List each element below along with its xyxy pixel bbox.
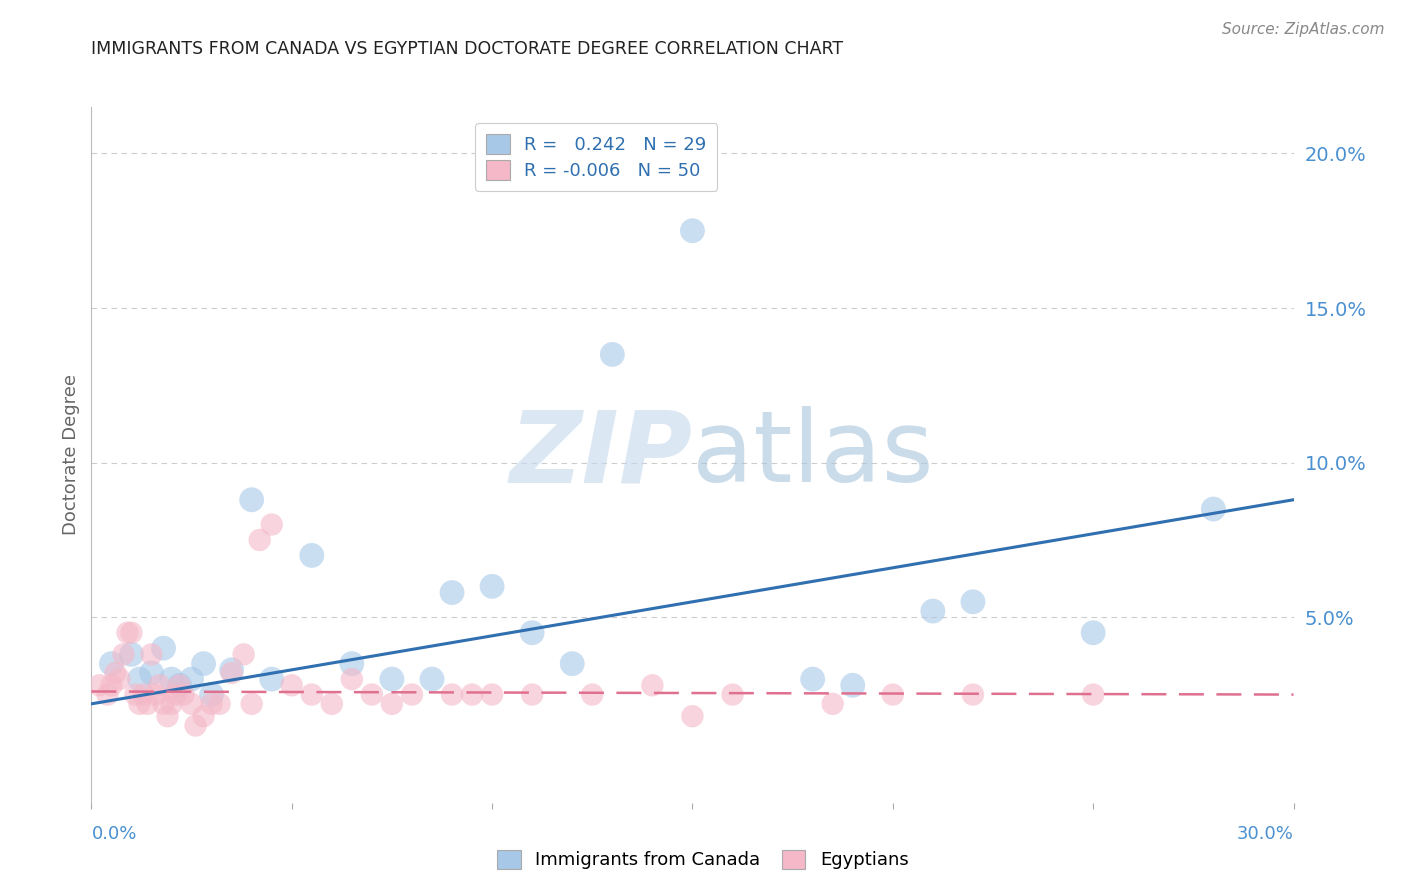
Text: ZIP: ZIP	[509, 407, 692, 503]
Point	[260, 517, 283, 532]
Point	[240, 492, 263, 507]
Point	[962, 688, 984, 702]
Point	[128, 697, 150, 711]
Point	[841, 678, 863, 692]
Point	[922, 604, 945, 618]
Legend: Immigrants from Canada, Egyptians: Immigrants from Canada, Egyptians	[488, 840, 918, 879]
Point	[360, 688, 382, 702]
Point	[260, 672, 283, 686]
Point	[165, 688, 187, 702]
Point	[180, 697, 202, 711]
Point	[112, 648, 135, 662]
Point	[193, 657, 215, 671]
Point	[208, 697, 231, 711]
Point	[381, 672, 404, 686]
Point	[581, 688, 603, 702]
Point	[169, 678, 191, 692]
Point	[381, 697, 404, 711]
Point	[201, 697, 224, 711]
Point	[420, 672, 443, 686]
Point	[882, 688, 904, 702]
Text: 0.0%: 0.0%	[91, 825, 136, 843]
Text: atlas: atlas	[692, 407, 934, 503]
Point	[1083, 688, 1105, 702]
Point	[141, 648, 163, 662]
Point	[321, 697, 343, 711]
Point	[173, 688, 195, 702]
Y-axis label: Doctorate Degree: Doctorate Degree	[62, 375, 80, 535]
Point	[801, 672, 824, 686]
Point	[89, 678, 111, 692]
Point	[281, 678, 304, 692]
Text: IMMIGRANTS FROM CANADA VS EGYPTIAN DOCTORATE DEGREE CORRELATION CHART: IMMIGRANTS FROM CANADA VS EGYPTIAN DOCTO…	[91, 40, 844, 58]
Point	[152, 697, 174, 711]
Point	[441, 688, 464, 702]
Point	[169, 678, 191, 692]
Point	[221, 665, 243, 680]
Point	[104, 665, 127, 680]
Point	[124, 688, 146, 702]
Point	[1202, 502, 1225, 516]
Point	[481, 579, 503, 593]
Point	[301, 549, 323, 563]
Point	[821, 697, 844, 711]
Point	[117, 625, 139, 640]
Point	[561, 657, 583, 671]
Point	[201, 688, 224, 702]
Legend: R =   0.242   N = 29, R = -0.006   N = 50: R = 0.242 N = 29, R = -0.006 N = 50	[475, 123, 717, 191]
Point	[100, 678, 122, 692]
Point	[136, 697, 159, 711]
Point	[721, 688, 744, 702]
Text: 30.0%: 30.0%	[1237, 825, 1294, 843]
Point	[160, 697, 183, 711]
Point	[100, 657, 122, 671]
Point	[193, 709, 215, 723]
Point	[96, 688, 118, 702]
Point	[681, 709, 703, 723]
Point	[461, 688, 484, 702]
Point	[108, 672, 131, 686]
Point	[128, 672, 150, 686]
Point	[148, 678, 170, 692]
Point	[180, 672, 202, 686]
Point	[249, 533, 271, 547]
Point	[441, 585, 464, 599]
Point	[340, 657, 363, 671]
Point	[520, 688, 543, 702]
Text: Source: ZipAtlas.com: Source: ZipAtlas.com	[1222, 22, 1385, 37]
Point	[121, 625, 143, 640]
Point	[962, 595, 984, 609]
Point	[141, 665, 163, 680]
Point	[301, 688, 323, 702]
Point	[132, 688, 155, 702]
Point	[184, 718, 207, 732]
Point	[520, 625, 543, 640]
Point	[232, 648, 254, 662]
Point	[340, 672, 363, 686]
Point	[221, 663, 243, 677]
Point	[481, 688, 503, 702]
Point	[602, 347, 624, 361]
Point	[1083, 625, 1105, 640]
Point	[681, 224, 703, 238]
Point	[152, 641, 174, 656]
Point	[401, 688, 423, 702]
Point	[240, 697, 263, 711]
Point	[121, 648, 143, 662]
Point	[160, 672, 183, 686]
Point	[145, 688, 167, 702]
Point	[156, 709, 179, 723]
Point	[641, 678, 664, 692]
